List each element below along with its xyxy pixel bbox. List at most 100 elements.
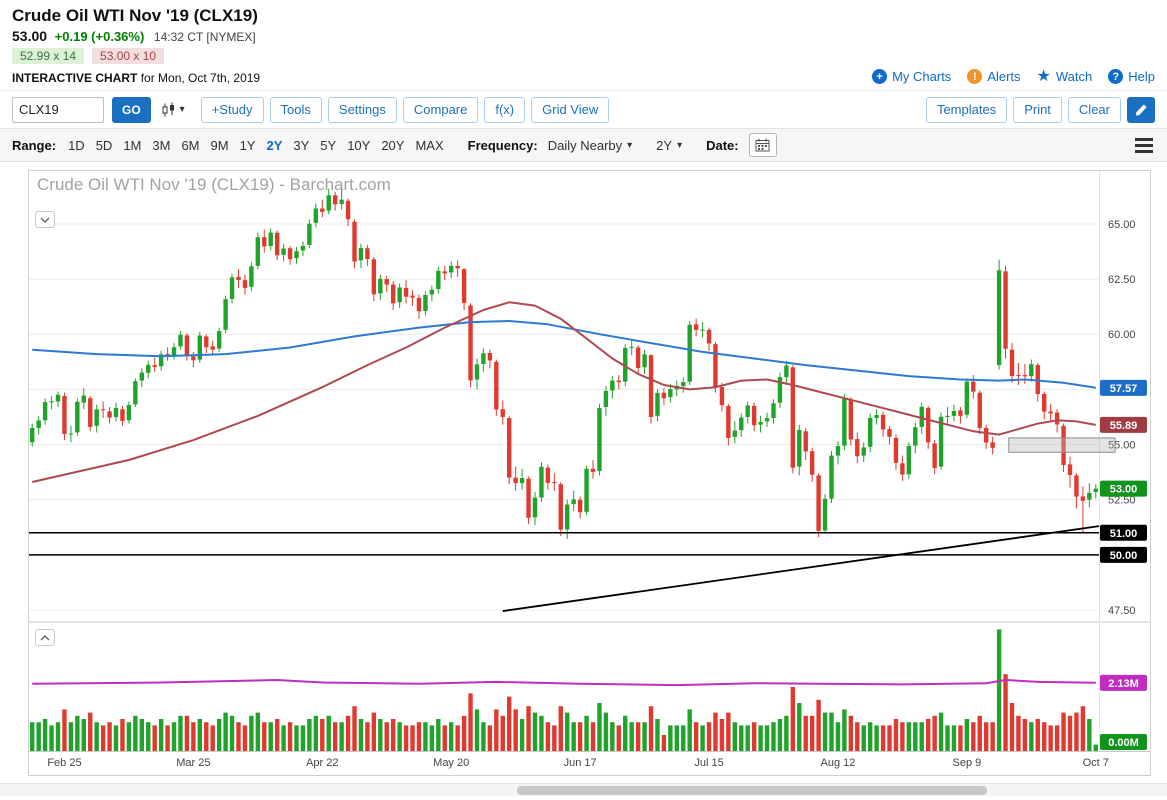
range-option-1y[interactable]: 1Y bbox=[239, 137, 256, 153]
horizontal-scrollbar[interactable] bbox=[0, 783, 1167, 796]
chart-type-button[interactable]: ▾ bbox=[159, 100, 187, 120]
svg-text:Oct 7: Oct 7 bbox=[1083, 757, 1109, 769]
chevron-down-icon: ▾ bbox=[677, 139, 683, 151]
header-link-help[interactable]: ? Help bbox=[1108, 69, 1155, 84]
header-link-label: My Charts bbox=[892, 69, 952, 84]
svg-text:65.00: 65.00 bbox=[1108, 219, 1136, 231]
price-change: +0.19 (+0.36%) bbox=[54, 29, 145, 44]
toolbar-right-buttons: Templates Print Clear bbox=[925, 96, 1155, 123]
go-button[interactable]: GO bbox=[112, 96, 151, 123]
candles bbox=[30, 188, 1098, 539]
help-icon: ? bbox=[1108, 69, 1124, 84]
x-axis-labels: Feb 25 Mar 25 Apr 22 May 20 Jun 17 Jul 15 Aug … bbox=[47, 757, 1109, 769]
frequency-label: Frequency: bbox=[467, 137, 538, 153]
toolbar-button-study[interactable]: +Study bbox=[200, 96, 264, 123]
toolbar-button-templates[interactable]: Templates bbox=[925, 96, 1008, 123]
collapse-price-panel-button[interactable] bbox=[35, 211, 55, 228]
axis-badge-2-13M bbox=[1100, 674, 1147, 691]
svg-text:52.50: 52.50 bbox=[1108, 495, 1136, 507]
range-option-6m[interactable]: 6M bbox=[181, 137, 200, 153]
chevron-up-icon bbox=[40, 634, 50, 640]
svg-text:Aug 12: Aug 12 bbox=[821, 757, 856, 769]
scrollbar-thumb[interactable] bbox=[517, 786, 987, 795]
collapse-volume-panel-button[interactable] bbox=[35, 629, 55, 646]
pencil-icon bbox=[1136, 103, 1147, 115]
chevron-down-icon: ▾ bbox=[627, 139, 633, 151]
range-option-max[interactable]: MAX bbox=[415, 137, 444, 153]
range-label: Range: bbox=[12, 137, 57, 153]
header-quick-links: + My Charts! Alerts ★ Watch ? Help bbox=[872, 68, 1155, 85]
toolbar-right-group: Templates Print Clear bbox=[925, 96, 1121, 123]
period-dropdown[interactable]: 2Y ▾ bbox=[656, 138, 682, 153]
toolbar-left-buttons: +Study Tools Settings Compare f(x) Grid View bbox=[200, 96, 610, 123]
range-option-10y[interactable]: 10Y bbox=[347, 137, 371, 153]
range-option-5d[interactable]: 5D bbox=[95, 137, 113, 153]
page-title-date: for Mon, Oct 7th, 2019 bbox=[140, 71, 261, 85]
svg-text:62.50: 62.50 bbox=[1108, 274, 1136, 286]
svg-text:50.00: 50.00 bbox=[1110, 550, 1138, 562]
axis-badge-0-00M bbox=[1100, 734, 1147, 750]
range-option-1d[interactable]: 1D bbox=[68, 137, 85, 153]
svg-text:2.13M: 2.13M bbox=[1108, 678, 1139, 690]
quote-time: 14:32 CT [NYMEX] bbox=[153, 30, 256, 44]
svg-text:Mar 25: Mar 25 bbox=[176, 757, 210, 769]
candlestick-chart-icon bbox=[162, 102, 174, 116]
frequency-value: Daily Nearby bbox=[547, 137, 623, 153]
page-title-label: INTERACTIVE CHART bbox=[12, 71, 138, 85]
toolbar-button-grid-view[interactable]: Grid View bbox=[531, 96, 610, 123]
date-picker-button[interactable] bbox=[748, 133, 777, 157]
header-link-watch[interactable]: ★ Watch bbox=[1036, 68, 1093, 85]
range-option-5y[interactable]: 5Y bbox=[320, 137, 337, 153]
axis-badge-50-00 bbox=[1100, 546, 1147, 563]
svg-text:47.50: 47.50 bbox=[1108, 605, 1136, 617]
last-price: 53.00 bbox=[12, 28, 48, 44]
quote-header: Crude Oil WTI Nov '19 (CLX19) 53.00 +0.1… bbox=[0, 0, 1167, 90]
header-link-alerts[interactable]: ! Alerts bbox=[967, 69, 1021, 84]
toolbar-button-f-x[interactable]: f(x) bbox=[484, 96, 526, 123]
axis-badges: 57.57 55.89 53.00 51.00 50.00 2.13M 0.00M bbox=[1100, 379, 1147, 750]
page-title: INTERACTIVE CHART for Mon, Oct 7th, 2019 bbox=[12, 71, 1155, 85]
range-option-20y[interactable]: 20Y bbox=[381, 137, 405, 153]
price-volume-chart[interactable]: 65.0062.5060.0057.5055.0052.5050.0047.50… bbox=[29, 171, 1150, 773]
alerts-icon: ! bbox=[967, 69, 983, 84]
axis-badge-55-89 bbox=[1100, 416, 1147, 433]
symbol-title: Crude Oil WTI Nov '19 (CLX19) bbox=[12, 6, 258, 25]
chevron-down-icon: ▾ bbox=[179, 104, 185, 115]
calendar-icon bbox=[755, 138, 770, 152]
toolbar-button-print[interactable]: Print bbox=[1013, 96, 1062, 123]
range-option-1m[interactable]: 1M bbox=[123, 137, 142, 153]
svg-text:Apr 22: Apr 22 bbox=[306, 757, 338, 769]
volume-bars bbox=[30, 629, 1098, 751]
quote-line: 53.00 +0.19 (+0.36%) 14:32 CT [NYMEX] bbox=[12, 28, 1155, 44]
selection-box-annotation[interactable] bbox=[1008, 437, 1116, 453]
svg-text:0.00M: 0.00M bbox=[1108, 737, 1139, 749]
average-volume-line bbox=[32, 678, 1096, 687]
header-link-label: Alerts bbox=[987, 69, 1021, 84]
watch-star-icon: ★ bbox=[1036, 68, 1051, 85]
blue-moving-average bbox=[32, 320, 1096, 389]
axis-badge-57-57 bbox=[1100, 379, 1147, 396]
frequency-dropdown[interactable]: Daily Nearby ▾ bbox=[548, 138, 632, 153]
svg-text:51.00: 51.00 bbox=[1110, 528, 1138, 540]
axis-badge-53-00 bbox=[1100, 480, 1147, 497]
chart-toolbar: GO ▾ +StudyToolsSettingsComparef(x)Grid … bbox=[0, 90, 1167, 128]
toolbar-button-compare[interactable]: Compare bbox=[402, 96, 479, 123]
trendline-annotation[interactable] bbox=[502, 525, 1100, 612]
symbol-input[interactable] bbox=[12, 96, 104, 123]
header-link-my-charts[interactable]: + My Charts bbox=[872, 69, 951, 84]
toolbar-button-settings[interactable]: Settings bbox=[327, 96, 397, 123]
range-option-9m[interactable]: 9M bbox=[210, 137, 229, 153]
my-charts-icon: + bbox=[872, 69, 888, 84]
annotate-button[interactable] bbox=[1127, 96, 1155, 123]
range-option-3m[interactable]: 3M bbox=[152, 137, 171, 153]
header-link-label: Watch bbox=[1055, 69, 1093, 84]
range-option-2y[interactable]: 2Y bbox=[266, 137, 283, 153]
period-value: 2Y bbox=[656, 137, 673, 153]
toolbar-button-tools[interactable]: Tools bbox=[269, 96, 322, 123]
svg-text:Feb 25: Feb 25 bbox=[47, 757, 81, 769]
range-option-3y[interactable]: 3Y bbox=[293, 137, 310, 153]
bid-quote: 52.99 x 14 bbox=[12, 48, 85, 64]
chart-menu-button[interactable] bbox=[1133, 136, 1155, 155]
toolbar-button-clear[interactable]: Clear bbox=[1067, 96, 1121, 123]
